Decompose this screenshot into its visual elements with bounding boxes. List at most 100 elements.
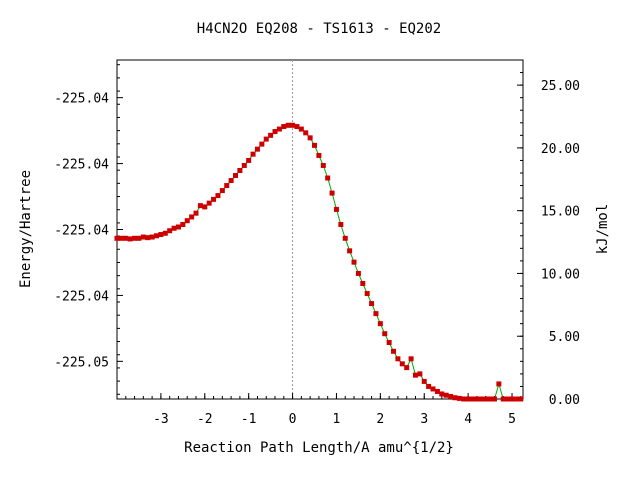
data-point [461,396,467,402]
x-tick-label: 1 [333,412,341,427]
data-point [483,396,489,402]
data-point [509,396,515,402]
data-point [145,235,151,241]
x-tick-label: -2 [197,412,213,427]
data-point [184,218,190,224]
data-point [439,391,445,397]
data-point [294,124,300,130]
data-point [369,301,375,307]
y2-tick-label: 15.00 [541,205,580,220]
data-point [180,221,186,227]
x-tick-label: -1 [241,412,257,427]
x-axis-label: Reaction Path Length/A amu^{1/2} [184,440,454,456]
data-point [487,396,493,402]
data-point [298,126,304,132]
data-point [272,129,278,135]
y-tick-label: -225.04 [54,158,109,173]
y-axis-left-ticks: -225.04 -225.04 -225.04 -225.04 -225.05 [54,64,123,395]
data-point [355,270,361,276]
y2-tick-label: 0.00 [549,393,580,408]
data-point [219,188,225,194]
data-point [417,371,423,377]
data-point [500,396,506,402]
data-point [263,136,269,142]
series-marker-group [114,122,524,402]
data-point [443,392,449,398]
data-point [465,396,471,402]
series-line [117,124,521,400]
data-point [171,225,177,231]
data-point [250,151,256,157]
data-point [505,396,511,402]
plot-frame [116,59,524,400]
data-point [193,210,199,216]
data-point [377,321,383,327]
data-point [136,235,142,241]
data-point [325,175,331,181]
data-point [404,365,410,371]
data-point [421,378,427,384]
data-point [167,228,173,234]
y-tick-label: -225.04 [54,92,109,107]
data-point [149,234,155,240]
data-point [303,130,309,136]
data-point [399,361,405,367]
data-point [333,206,339,212]
data-point [285,122,291,128]
data-point [246,157,252,163]
data-point [430,386,436,392]
data-point [132,235,138,241]
data-point [338,221,344,227]
x-tick-label: 5 [508,412,516,427]
data-point [496,381,502,387]
data-point [408,356,414,362]
y2-tick-label: 20.00 [541,142,580,157]
y-tick-label: -225.05 [54,355,109,370]
data-point [395,356,401,362]
y-axis-label: Energy/Hartree [18,170,34,288]
data-point [215,193,221,199]
data-point [434,388,440,394]
y-axis-right-ticks: 25.00 20.00 15.00 10.00 5.00 0.00 [517,59,580,408]
x-axis-ticks: -3 -2 -1 0 1 2 3 4 5 [116,393,522,427]
data-point [448,393,454,399]
x-tick-label: -3 [153,412,169,427]
data-point [127,236,133,242]
data-point [276,126,282,132]
data-point [290,122,296,128]
chart-title: H4CN2O EQ208 - TS1613 - EQ202 [197,21,441,37]
data-point [351,259,357,265]
y-tick-label: -225.04 [54,289,109,304]
data-point [391,348,397,354]
x-tick-label: 2 [376,412,384,427]
data-point [197,203,203,209]
data-point [320,162,326,168]
data-point [342,235,348,241]
data-point [233,173,239,179]
data-point [373,311,379,317]
data-point [491,396,497,402]
x-tick-label: 0 [289,412,297,427]
data-point [329,190,335,196]
data-point [360,280,366,286]
x-tick-label: 3 [420,412,428,427]
data-point [259,141,265,147]
data-point [281,124,287,130]
y2-tick-label: 25.00 [541,79,580,94]
y-tick-label: -225.04 [54,224,109,239]
data-point [154,233,160,239]
data-point [162,230,168,236]
data-point [474,396,480,402]
data-point [364,291,370,297]
data-point [254,146,260,152]
data-point [268,132,274,138]
data-point [382,331,388,337]
data-point [478,396,484,402]
data-point [456,395,462,401]
data-point [123,235,129,241]
data-point [241,162,247,168]
data-point [307,135,313,141]
data-point [175,224,181,230]
y2-tick-label: 5.00 [549,330,580,345]
